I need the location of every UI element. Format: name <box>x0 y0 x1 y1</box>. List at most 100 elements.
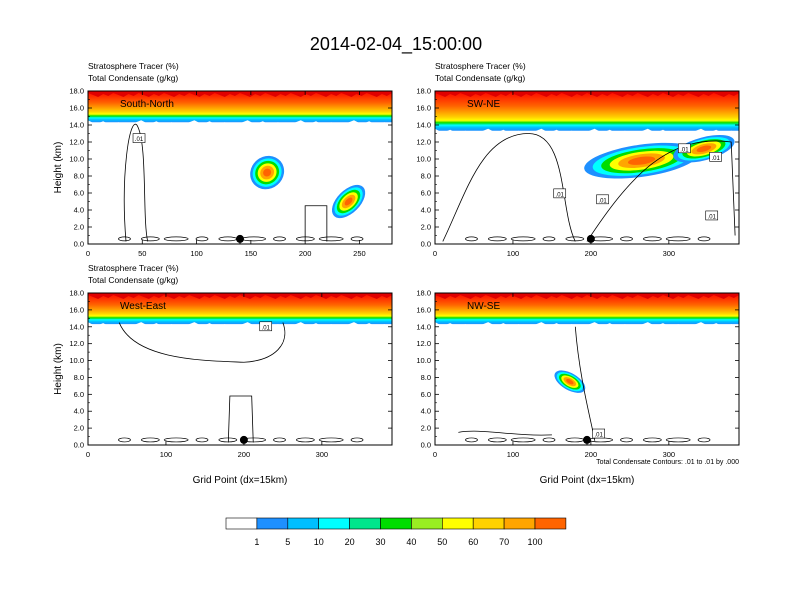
y-tick-label: 2.0 <box>74 223 84 232</box>
contour-cell <box>620 437 633 443</box>
contour-cell <box>665 437 691 443</box>
x-tick-label: 0 <box>433 450 437 459</box>
contour-label: .01 <box>678 143 691 153</box>
y-tick-label: 6.0 <box>421 189 431 198</box>
panel-3: .01 NW-SE 0.0 2.0 4.0 6.0 8.0 10.0 12.0 14.0 16.0 1… <box>416 289 740 486</box>
contour-cell <box>510 236 536 242</box>
contour-cell <box>140 437 160 443</box>
tracer-blob <box>250 155 285 190</box>
y-axis-label: Height (km) <box>53 142 64 194</box>
x-tick-label: 100 <box>160 450 173 459</box>
contour-cell <box>643 236 662 242</box>
contour-cell <box>273 236 286 242</box>
colorbar-label: 60 <box>468 537 478 547</box>
contour-label-box <box>259 321 273 332</box>
contour-cell <box>465 236 478 242</box>
contour-cell <box>118 236 131 242</box>
x-tick-label: 200 <box>299 249 312 258</box>
panel-1: .01 .01 .01 .01 .01 SW-NE 0.0 2.0 4.0 6.0 8.0 10.0 1… <box>416 61 740 258</box>
panel-label: South-North <box>120 99 174 110</box>
y-tick-label: 0.0 <box>421 441 431 450</box>
contour-cell <box>697 437 711 443</box>
y-tick-label: 12.0 <box>69 138 84 147</box>
y-tick-label: 2.0 <box>74 424 84 433</box>
stratosphere-top-edge <box>88 91 392 97</box>
band-lower-edge <box>88 120 392 135</box>
colorbar-swatch <box>256 517 289 530</box>
y-tick-label: 14.0 <box>416 322 431 331</box>
stratosphere-tracer-band <box>435 91 739 131</box>
colorbar-label: 20 <box>345 537 355 547</box>
stratosphere-tracer-band <box>88 293 392 325</box>
contour-cell <box>218 437 238 443</box>
colorbar-swatch <box>380 517 412 530</box>
contour-footnote: Total Condensate Contours: .01 to .01 by… <box>596 459 739 466</box>
y-tick-label: 0.0 <box>74 441 84 450</box>
colorbar-label: 50 <box>437 537 447 547</box>
contour-label: .01 <box>259 321 273 332</box>
x-tick-label: 300 <box>663 450 676 459</box>
colorbar-label: 70 <box>499 537 509 547</box>
contour-cell <box>140 236 160 242</box>
colorbar-swatch <box>349 517 381 530</box>
x-tick-label: 100 <box>190 249 203 258</box>
contour-cell <box>620 236 633 242</box>
x-tick-label: 200 <box>585 450 598 459</box>
panel-title-tracer: Stratosphere Tracer (%) <box>435 61 526 71</box>
x-tick-label: 200 <box>585 249 598 258</box>
contour-label-text: .01 <box>598 198 607 204</box>
stratosphere-top-edge <box>435 293 739 299</box>
contour-cell <box>318 437 344 443</box>
contour-label-box <box>592 428 605 439</box>
y-tick-label: 6.0 <box>421 390 431 399</box>
y-tick-label: 10.0 <box>416 155 431 164</box>
colorbar-swatch <box>503 517 536 530</box>
x-tick-label: 100 <box>507 450 520 459</box>
x-tick-label: 100 <box>507 249 520 258</box>
contour-cell <box>318 236 344 242</box>
y-tick-label: 4.0 <box>421 407 431 416</box>
contour-cell <box>643 437 662 443</box>
x-tick-label: 300 <box>316 450 329 459</box>
contour-line <box>586 140 736 242</box>
colorbar-swatch <box>287 517 319 530</box>
contour-cell <box>163 437 189 443</box>
y-tick-label: 18.0 <box>69 289 84 298</box>
x-tick-label: 0 <box>86 450 90 459</box>
contour-cell <box>565 236 585 242</box>
panel-title-tracer: Stratosphere Tracer (%) <box>88 263 179 273</box>
y-axis-label: Height (km) <box>53 343 64 395</box>
contour-line <box>458 430 552 436</box>
panel-2: .01 West-East 0.0 2.0 4.0 6.0 8.0 10.0 12.0 14.0 1… <box>53 263 393 486</box>
contour-cell <box>273 437 286 443</box>
y-tick-label: 14.0 <box>416 121 431 130</box>
y-tick-label: 10.0 <box>69 356 84 365</box>
contour-label: .01 <box>705 210 719 220</box>
colorbar-label: 1 <box>254 537 259 547</box>
contour-line <box>442 133 576 242</box>
contour-cell <box>542 437 556 443</box>
tracer-blob-layer <box>566 379 574 385</box>
contour-label-box <box>553 188 567 199</box>
y-tick-label: 10.0 <box>69 155 84 164</box>
contour-cell <box>697 236 711 242</box>
y-tick-label: 0.0 <box>421 240 431 249</box>
contour-label-text: .01 <box>711 156 720 162</box>
panel-label: SW-NE <box>467 99 500 110</box>
y-tick-label: 4.0 <box>421 206 431 215</box>
colorbar-swatch <box>318 517 350 530</box>
tracer-blob-layer <box>627 156 656 165</box>
contour-cell <box>350 437 364 443</box>
contour-cell <box>296 437 315 443</box>
contour-label-text: .01 <box>595 433 604 439</box>
colorbar-swatch <box>472 517 505 530</box>
y-tick-label: 2.0 <box>421 223 431 232</box>
contour-label-box <box>132 133 146 143</box>
colorbar-swatch <box>225 517 258 530</box>
colorbar-label: 40 <box>406 537 416 547</box>
colorbar-label: 100 <box>527 537 542 547</box>
contour-label-text: .01 <box>135 137 144 143</box>
y-tick-label: 0.0 <box>74 240 84 249</box>
location-marker <box>583 435 591 444</box>
panel-title-condensate: Total Condensate (g/kg) <box>88 275 178 285</box>
